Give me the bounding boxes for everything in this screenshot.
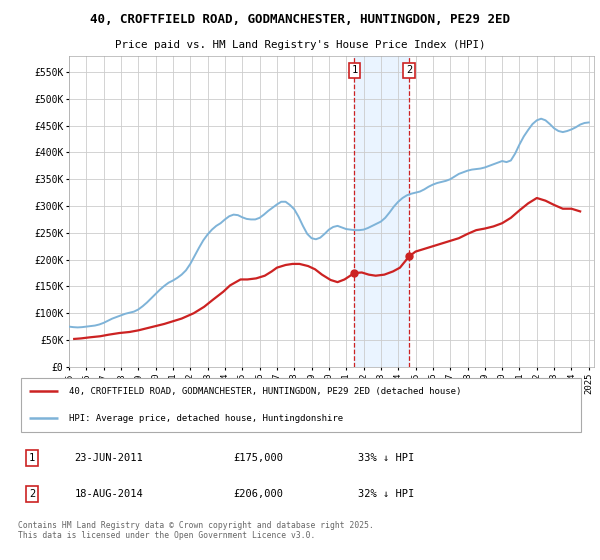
Text: HPI: Average price, detached house, Huntingdonshire: HPI: Average price, detached house, Hunt…: [69, 414, 343, 423]
Text: Contains HM Land Registry data © Crown copyright and database right 2025.
This d: Contains HM Land Registry data © Crown c…: [18, 521, 374, 540]
Text: 23-JUN-2011: 23-JUN-2011: [75, 453, 143, 463]
Text: 40, CROFTFIELD ROAD, GODMANCHESTER, HUNTINGDON, PE29 2ED: 40, CROFTFIELD ROAD, GODMANCHESTER, HUNT…: [90, 13, 510, 26]
Text: 2: 2: [29, 489, 35, 499]
Text: £206,000: £206,000: [233, 489, 283, 499]
Bar: [355, 56, 409, 367]
Text: 2: 2: [406, 66, 412, 76]
Text: £175,000: £175,000: [233, 453, 283, 463]
Text: 32% ↓ HPI: 32% ↓ HPI: [358, 489, 415, 499]
Text: Price paid vs. HM Land Registry's House Price Index (HPI): Price paid vs. HM Land Registry's House …: [115, 40, 485, 50]
Text: 1: 1: [29, 453, 35, 463]
Text: 1: 1: [351, 66, 358, 76]
Text: 33% ↓ HPI: 33% ↓ HPI: [358, 453, 415, 463]
FancyBboxPatch shape: [21, 377, 581, 432]
Text: 18-AUG-2014: 18-AUG-2014: [75, 489, 143, 499]
Text: 40, CROFTFIELD ROAD, GODMANCHESTER, HUNTINGDON, PE29 2ED (detached house): 40, CROFTFIELD ROAD, GODMANCHESTER, HUNT…: [69, 386, 461, 395]
